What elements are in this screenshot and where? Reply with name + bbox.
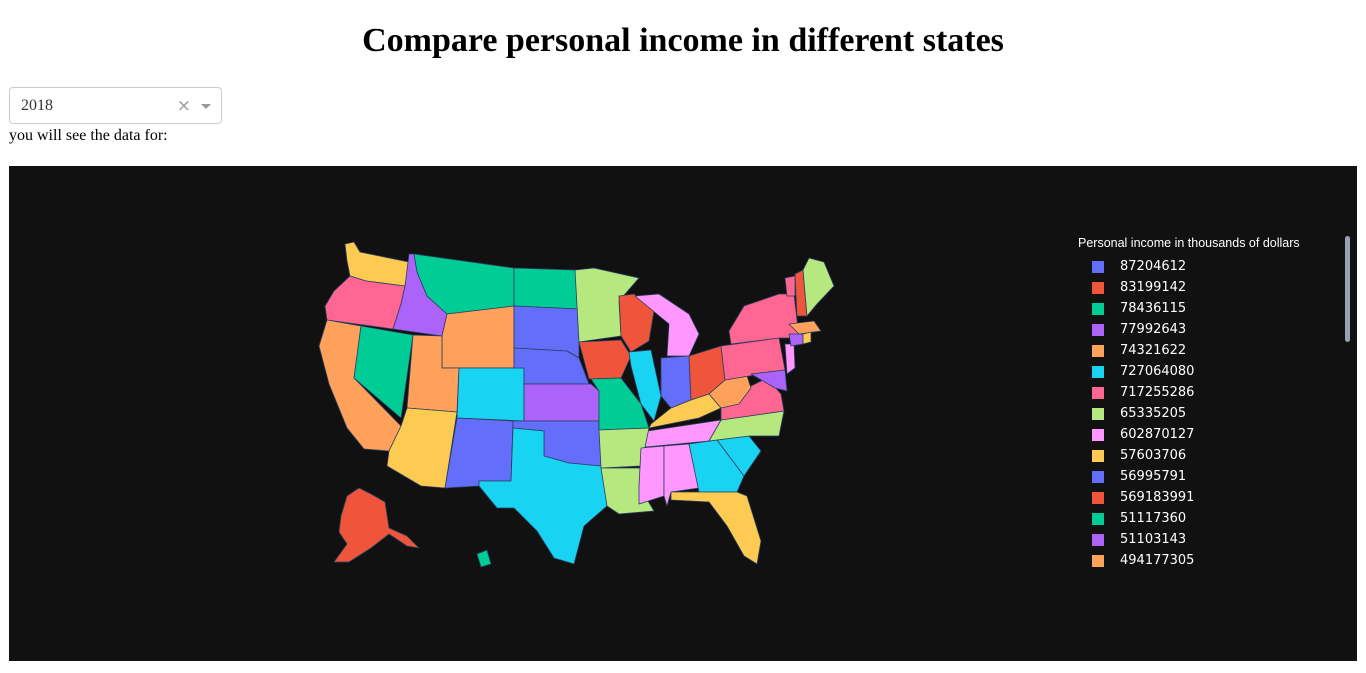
legend-title: Personal income in thousands of dollars [1078, 236, 1300, 250]
state-maryland[interactable] [750, 369, 788, 392]
state-vermont[interactable] [784, 275, 796, 297]
legend-swatch [1092, 534, 1104, 546]
state-nevada[interactable] [353, 325, 414, 419]
state-florida[interactable] [670, 491, 762, 565]
legend-label: 727064080 [1120, 364, 1195, 379]
state-connecticut[interactable] [788, 333, 804, 347]
legend-label: 51103143 [1120, 532, 1187, 547]
legend-label: 65335205 [1120, 406, 1187, 421]
legend-scrollbar[interactable] [1345, 236, 1350, 342]
state-massachusetts[interactable] [788, 320, 822, 335]
state-texas[interactable] [478, 427, 608, 565]
state-mississippi[interactable] [638, 445, 665, 505]
state-indiana[interactable] [660, 355, 692, 409]
legend-label: 83199142 [1120, 280, 1187, 295]
state-iowa[interactable] [578, 339, 632, 380]
state-new-york[interactable] [728, 293, 800, 345]
state-north-dakota[interactable] [513, 267, 580, 310]
legend-swatch [1092, 261, 1104, 273]
legend-swatch [1092, 345, 1104, 357]
legend-swatch [1092, 366, 1104, 378]
state-new-mexico[interactable] [444, 417, 514, 489]
legend-swatch [1092, 513, 1104, 525]
state-wyoming[interactable] [441, 305, 515, 369]
data-caption: you will see the data for: [9, 127, 168, 144]
legend-label: 77992643 [1120, 322, 1187, 337]
state-rhode-island[interactable] [802, 331, 812, 345]
state-arizona[interactable] [386, 407, 458, 489]
legend-label: 56995791 [1120, 469, 1187, 484]
state-illinois[interactable] [628, 349, 662, 422]
legend-label: 78436115 [1120, 301, 1187, 316]
state-alaska[interactable] [333, 487, 420, 563]
legend-swatch [1092, 471, 1104, 483]
legend-swatch [1092, 450, 1104, 462]
map-legend: Personal income in thousands of dollars … [1078, 236, 1348, 576]
state-kansas[interactable] [523, 383, 600, 422]
legend-label: 602870127 [1120, 427, 1195, 442]
legend-swatch [1092, 492, 1104, 504]
state-michigan[interactable] [634, 293, 700, 357]
page-title: Compare personal income in different sta… [362, 22, 1004, 59]
legend-label: 494177305 [1120, 553, 1195, 568]
legend-swatch [1092, 387, 1104, 399]
choropleth-map[interactable]: Personal income in thousands of dollars … [9, 166, 1357, 661]
legend-label: 57603706 [1120, 448, 1187, 463]
dropdown-selected-value: 2018 [21, 97, 53, 114]
clear-icon[interactable]: × [176, 96, 191, 116]
state-hawaii[interactable] [476, 549, 492, 568]
us-map[interactable] [9, 166, 1357, 661]
legend-swatch [1092, 282, 1104, 294]
legend-label: 51117360 [1120, 511, 1187, 526]
state-colorado[interactable] [456, 367, 525, 422]
state-wisconsin[interactable] [618, 293, 655, 353]
year-dropdown[interactable]: 2018 × [9, 87, 222, 124]
legend-swatch [1092, 429, 1104, 441]
legend-swatch [1092, 303, 1104, 315]
legend-label: 569183991 [1120, 490, 1195, 505]
state-maine[interactable] [802, 257, 835, 317]
legend-label: 717255286 [1120, 385, 1195, 400]
chevron-down-icon[interactable] [201, 104, 211, 109]
legend-swatch [1092, 555, 1104, 567]
state-north-carolina[interactable] [708, 410, 785, 442]
legend-swatch [1092, 324, 1104, 336]
legend-label: 74321622 [1120, 343, 1187, 358]
legend-swatch [1092, 408, 1104, 420]
state-new-jersey[interactable] [784, 343, 796, 375]
legend-label: 87204612 [1120, 259, 1187, 274]
